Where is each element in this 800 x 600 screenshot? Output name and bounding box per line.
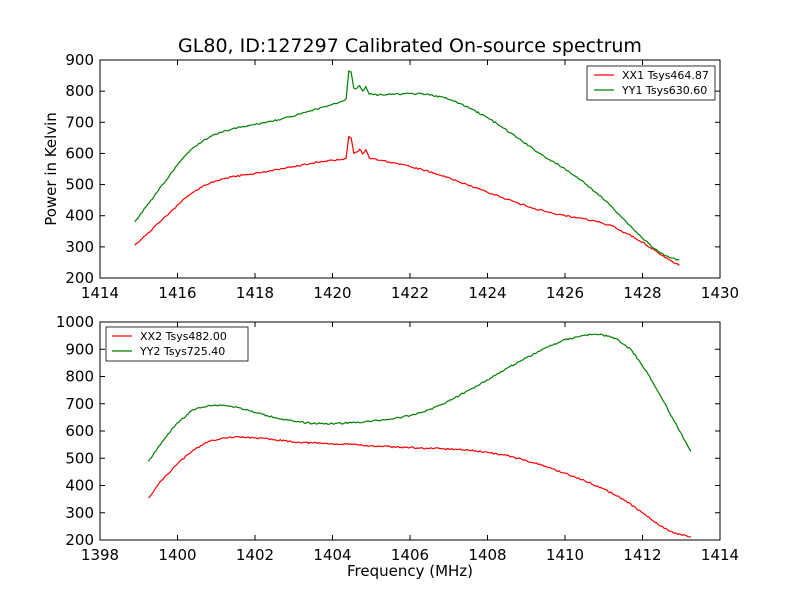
top-y-tick-label: 200 [65, 269, 94, 287]
top-x-tick-label: 1416 [158, 284, 196, 302]
bottom-x-tick-label: 1408 [468, 546, 506, 564]
top-y-tick-label: 600 [65, 144, 94, 162]
bottom-legend-box [105, 326, 249, 362]
bottom-y-tick-label: 1000 [56, 313, 94, 331]
bottom-x-tick-label: 1410 [546, 546, 584, 564]
top-x-tick-label: 1428 [623, 284, 661, 302]
bottom-y-tick-label: 300 [65, 504, 94, 522]
top-y-tick-label: 500 [65, 176, 94, 194]
legend-label-yy2: YY2 Tsys725.40 [139, 345, 225, 358]
top-y-tick-label: 700 [65, 113, 94, 131]
top-plot-area: 1414 1416 1418 1420 1422 1424 1426 1428 1430 200 3… [65, 51, 739, 302]
top-series-line-2 [134, 70, 680, 261]
bottom-y-tick-label: 900 [65, 340, 94, 358]
top-series-line-1 [134, 135, 680, 266]
top-x-tick-label: 1422 [391, 284, 429, 302]
top-spectrum-panel: GL80, ID:127297 Calibrated On-source spe… [42, 35, 739, 302]
bottom-x-tick-label: 1404 [313, 546, 351, 564]
bottom-axes-frame [99, 321, 721, 541]
bottom-x-axis-label: Frequency (MHz) [347, 562, 473, 580]
bottom-x-tick-label: 1414 [701, 546, 739, 564]
top-axes-frame [99, 59, 721, 279]
bottom-x-tick-label: 1406 [391, 546, 429, 564]
chart-title: GL80, ID:127297 Calibrated On-source spe… [178, 35, 642, 57]
top-y-tick-label: 300 [65, 238, 94, 256]
bottom-y-tick-label: 700 [65, 395, 94, 413]
bottom-x-tick-label: 1412 [623, 546, 661, 564]
bottom-plot-area: 1398 1400 1402 1404 1406 1408 1410 1412 1414 200 3… [56, 313, 739, 564]
bottom-x-tick-label: 1400 [158, 546, 196, 564]
bottom-series-line-2 [147, 333, 692, 462]
bottom-spectrum-panel: Frequency (MHz) 1398 1400 1402 1404 1406 1408… [56, 313, 739, 580]
bottom-y-tick-label: 400 [65, 477, 94, 495]
bottom-legend: XX2 Tsys482.00 YY2 Tsys725.40 [105, 326, 249, 362]
top-x-tick-label: 1418 [236, 284, 274, 302]
bottom-y-tick-label: 800 [65, 368, 94, 386]
top-legend-box [586, 65, 716, 101]
top-x-tick-label: 1426 [546, 284, 584, 302]
top-legend: XX1 Tsys464.87 YY1 Tsys630.60 [586, 65, 716, 101]
top-x-tick-label: 1430 [701, 284, 739, 302]
bottom-y-tick-label: 500 [65, 449, 94, 467]
top-x-tick-label: 1414 [81, 284, 119, 302]
top-x-tick-label: 1420 [313, 284, 351, 302]
bottom-y-tick-label: 200 [65, 531, 94, 549]
legend-label-xx1: XX1 Tsys464.87 [622, 69, 709, 82]
bottom-y-tick-label: 600 [65, 422, 94, 440]
legend-label-yy1: YY1 Tsys630.60 [621, 84, 707, 97]
bottom-series-line-1 [148, 435, 692, 538]
bottom-x-tick-label: 1398 [81, 546, 119, 564]
top-y-tick-label: 800 [65, 82, 94, 100]
legend-label-xx2: XX2 Tsys482.00 [140, 330, 227, 343]
top-x-tick-label: 1424 [468, 284, 506, 302]
top-y-tick-label: 900 [65, 51, 94, 69]
top-y-tick-label: 400 [65, 207, 94, 225]
bottom-x-tick-label: 1402 [236, 546, 274, 564]
top-y-axis-label: Power in Kelvin [42, 112, 60, 226]
